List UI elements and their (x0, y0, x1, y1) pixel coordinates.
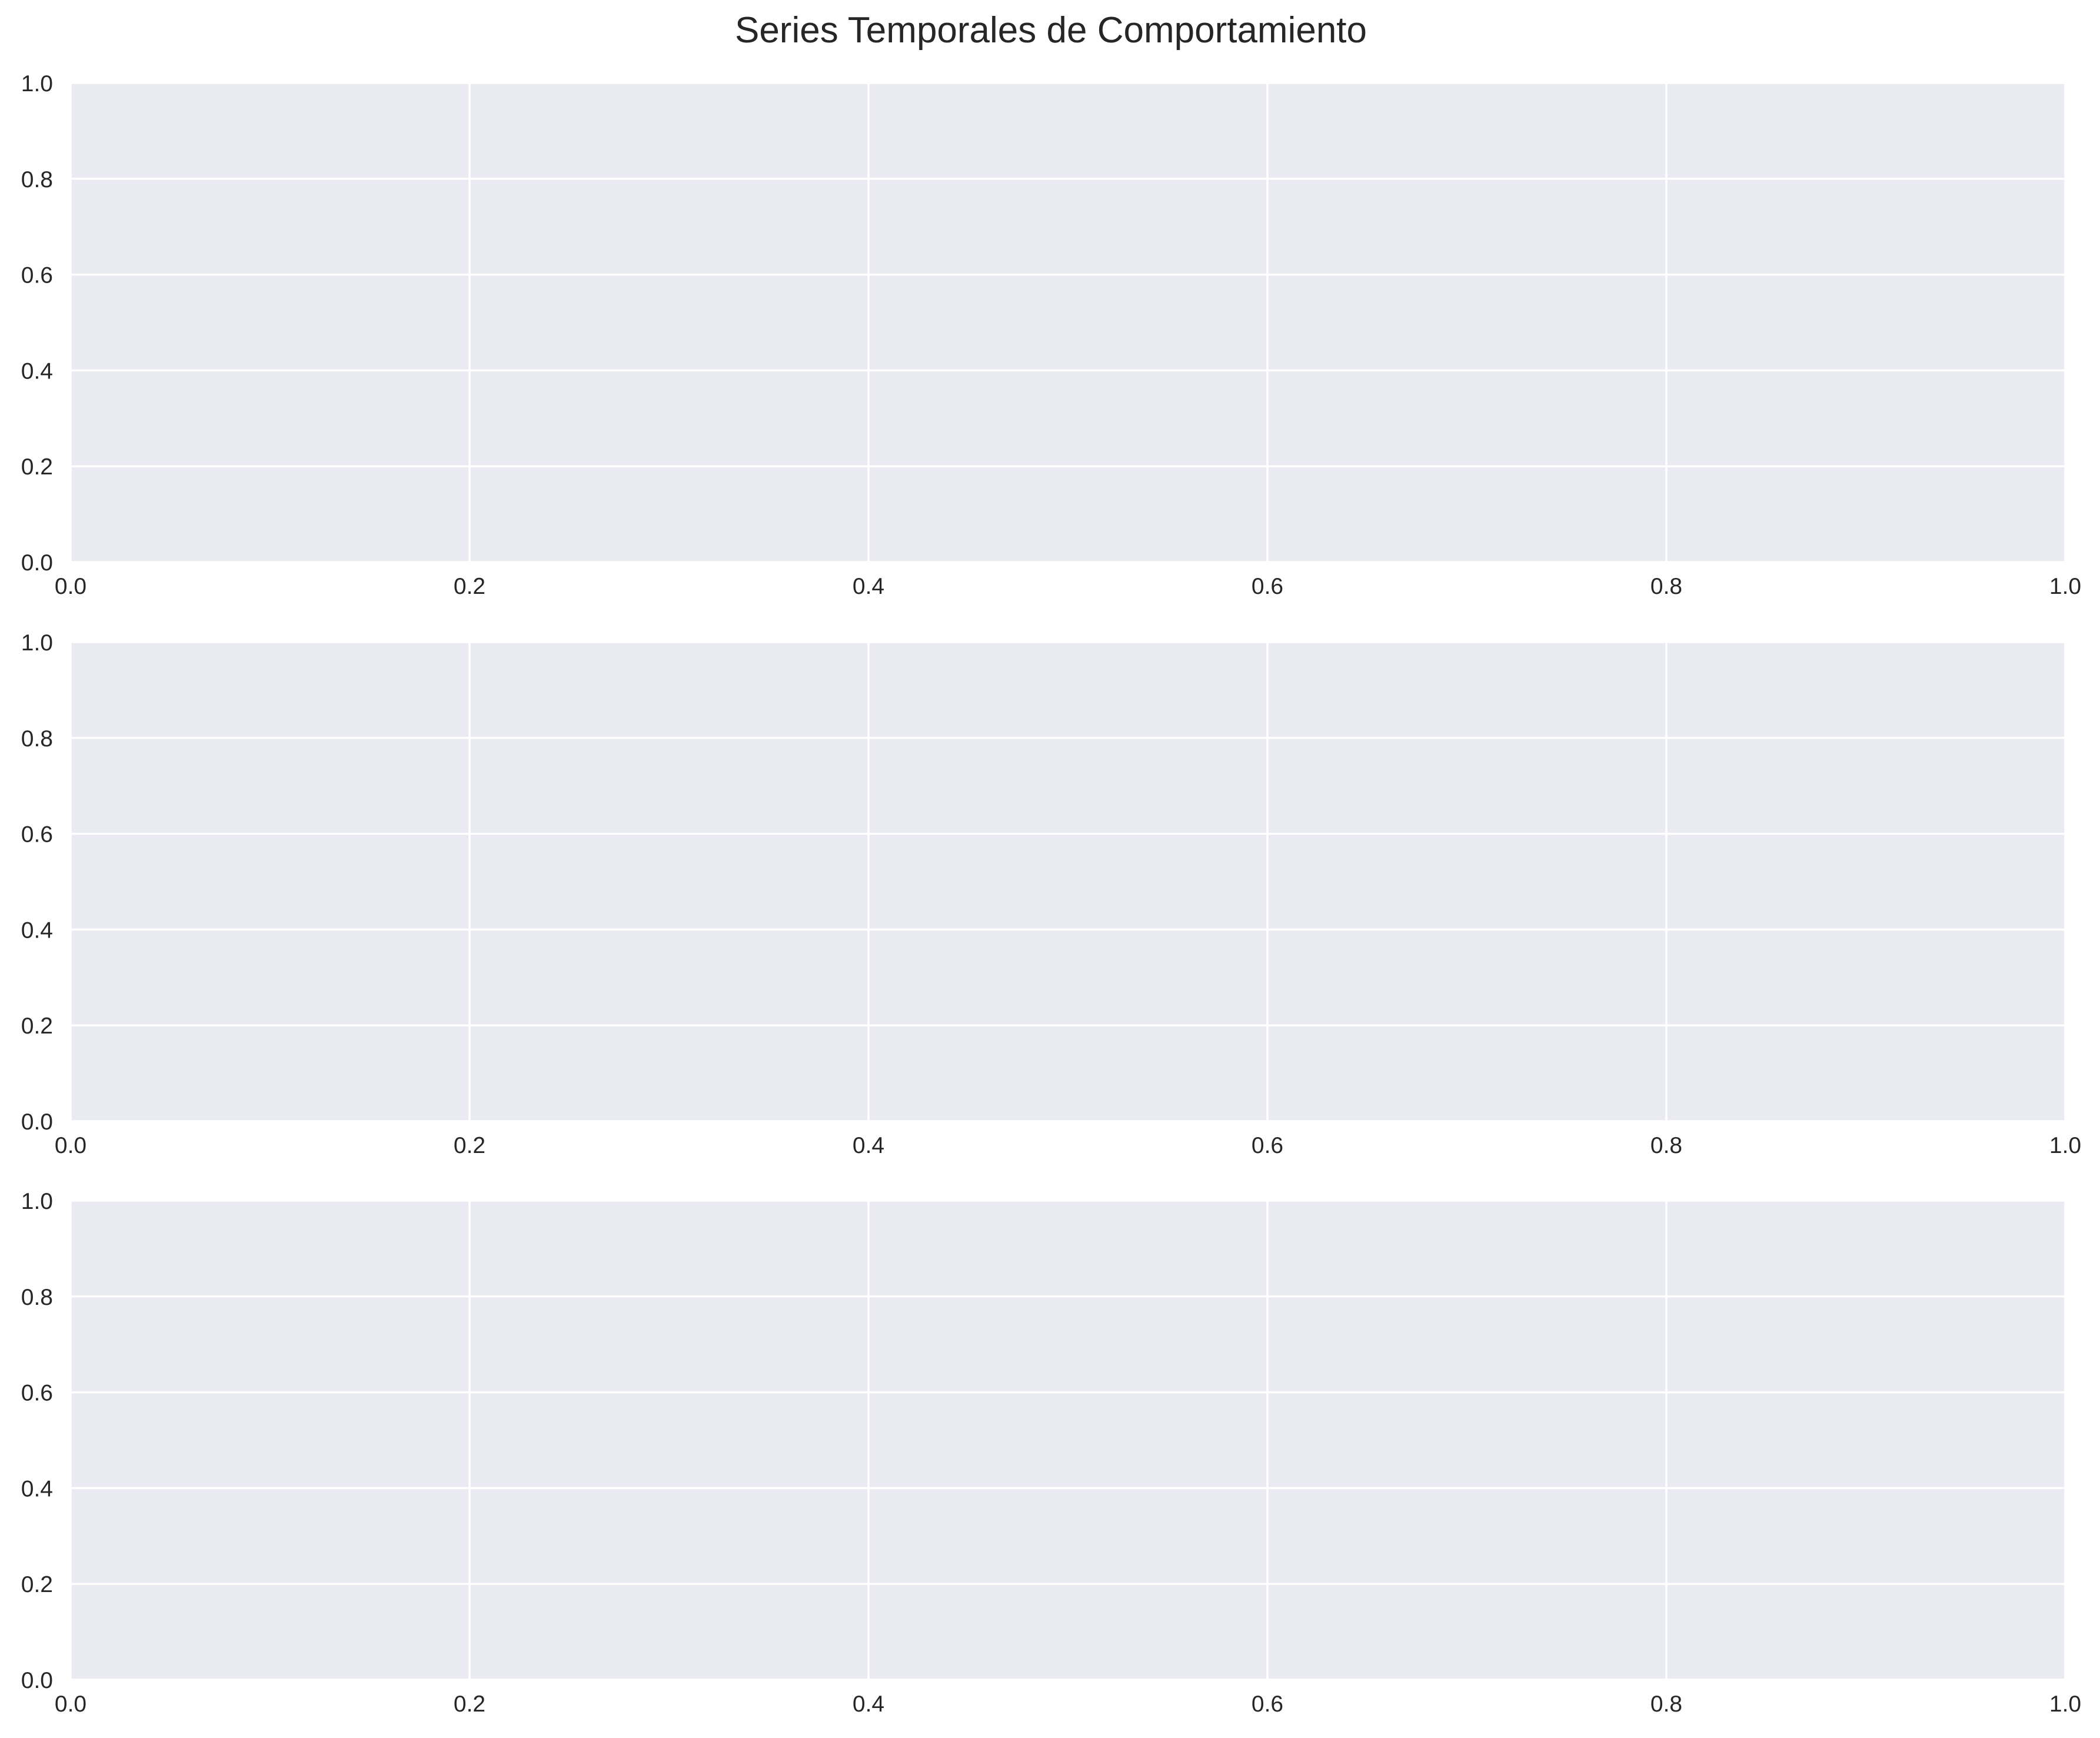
y-tick-label: 0.0 (21, 550, 53, 576)
plot-area-background (71, 83, 2065, 562)
x-tick-label: 0.2 (454, 574, 485, 599)
y-tick-label: 0.0 (21, 1668, 53, 1693)
y-tick-label: 0.8 (21, 1285, 53, 1310)
x-tick-label: 0.6 (1252, 1692, 1283, 1717)
x-tick-label: 0.4 (853, 1133, 884, 1158)
x-tick-label: 1.0 (2049, 1133, 2081, 1158)
figure-title: Series Temporales de Comportamiento (735, 10, 1367, 51)
x-tick-label: 0.8 (1650, 1692, 1682, 1717)
plot-area-background (71, 642, 2065, 1121)
x-tick-label: 0.8 (1650, 574, 1682, 599)
x-tick-label: 0.0 (55, 1133, 86, 1158)
subplot-1: 0.0 0.2 0.4 0.6 0.8 1.0 0.0 0.2 0.4 0.6 0.8 1.0 (21, 71, 2081, 599)
y-tick-label: 1.0 (21, 630, 53, 656)
x-tick-label: 0.4 (853, 1692, 884, 1717)
subplot-grid: 0.0 0.2 0.4 0.6 0.8 1.00.00.20.40.60.81.00.0 0… (21, 71, 2081, 1717)
y-tick-label: 1.0 (21, 71, 53, 97)
y-tick-label: 0.6 (21, 263, 53, 288)
x-tick-label: 0.6 (1252, 1133, 1283, 1158)
y-tick-label: 0.4 (21, 918, 53, 943)
x-tick-label: 0.4 (853, 574, 884, 599)
x-tick-label: 0.2 (454, 1133, 485, 1158)
y-tick-label: 0.2 (21, 454, 53, 480)
x-tick-label: 1.0 (2049, 574, 2081, 599)
y-tick-label: 0.0 (21, 1109, 53, 1135)
y-tick-label: 0.8 (21, 167, 53, 192)
x-tick-label: 0.2 (454, 1692, 485, 1717)
x-tick-label: 0.6 (1252, 574, 1283, 599)
y-tick-label: 0.6 (21, 1381, 53, 1406)
subplot-3: 0.0 0.2 0.4 0.6 0.8 1.0 0.0 0.2 0.4 0.6 0.8 1.0 (21, 1189, 2081, 1717)
x-tick-label: 1.0 (2049, 1692, 2081, 1717)
y-tick-label: 0.2 (21, 1572, 53, 1597)
y-tick-label: 0.4 (21, 358, 53, 384)
y-tick-label: 0.4 (21, 1476, 53, 1501)
y-tick-label: 1.0 (21, 1189, 53, 1214)
x-tick-label: 0.0 (55, 574, 86, 599)
plot-area-background (71, 1201, 2065, 1680)
y-tick-label: 0.8 (21, 726, 53, 752)
y-tick-label: 0.6 (21, 822, 53, 848)
x-tick-label: 0.8 (1650, 1133, 1682, 1158)
subplot-2: 0.0 0.2 0.4 0.6 0.8 1.0 0.0 0.2 0.4 0.6 0.8 1.0 (21, 630, 2081, 1158)
x-tick-label: 0.0 (55, 1692, 86, 1717)
y-tick-label: 0.2 (21, 1013, 53, 1039)
